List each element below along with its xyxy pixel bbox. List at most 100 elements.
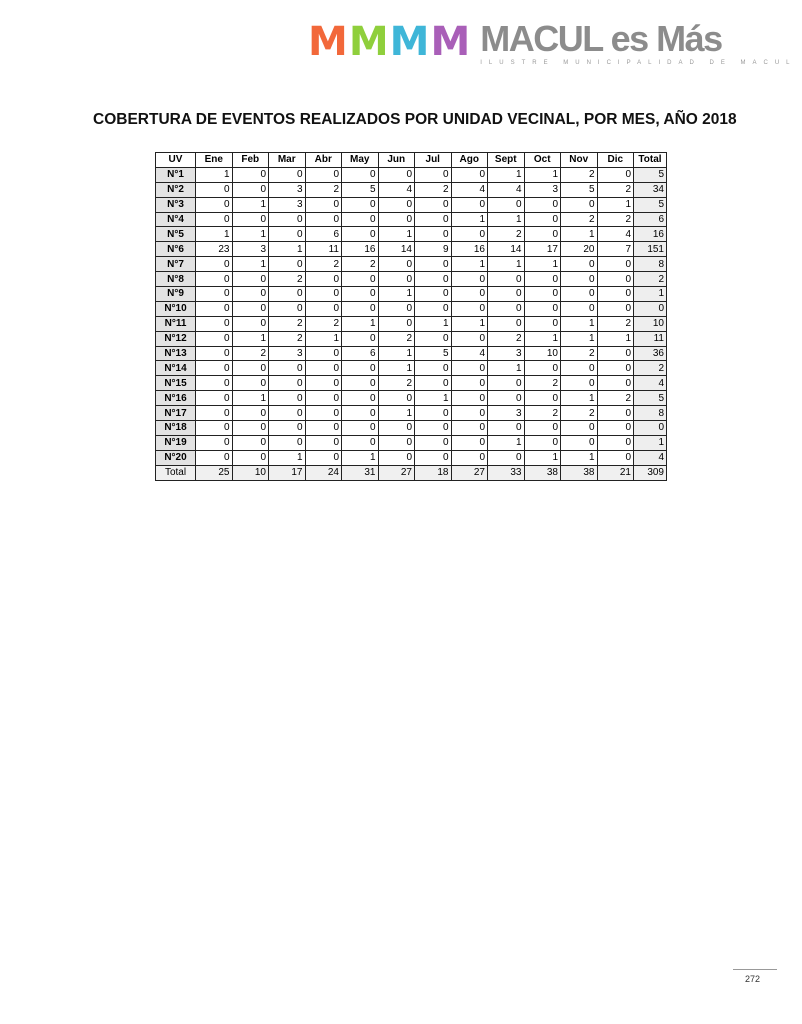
table-cell: 1 [560,390,598,407]
table-cell: 2 [596,390,634,407]
table-cell: 11 [304,241,342,258]
table-cell: 2 [414,181,452,198]
table-cell: 0 [195,375,233,392]
table-row: N°5 1 1 0 6 0 1 0 0 2 0 1 4 16 [155,226,667,243]
table-cell: 0 [487,300,525,317]
brand-name: MACUL es Más [480,18,723,59]
table-cell: 0 [195,271,233,288]
table-cell: 0 [523,226,561,243]
table-cell: 0 [304,375,342,392]
total-cell: 11 [633,330,667,347]
table-cell: 2 [268,330,306,347]
table-cell: 1 [450,315,488,332]
table-row: N°2 0 0 3 2 5 4 2 4 4 3 5 2 34 [155,181,667,198]
table-cell: 0 [596,449,634,466]
table-row: N°7 0 1 0 2 2 0 0 1 1 1 0 0 8 [155,256,667,273]
total-cell: 5 [633,390,667,407]
table-row: N°3 0 1 3 0 0 0 0 0 0 0 0 1 5 [155,196,667,213]
table-cell: 0 [304,449,342,466]
table-cell: 0 [487,196,525,213]
table-cell: 0 [414,211,452,228]
table-cell: 3 [268,345,306,362]
table-cell: 21 [596,464,634,481]
row-label: N°13 [155,345,196,362]
table-cell: 0 [341,375,379,392]
table-cell: 3 [268,181,306,198]
table-cell: 1 [523,256,561,273]
table-cell: 0 [523,390,561,407]
table-cell: 0 [231,181,269,198]
table-cell: 2 [596,211,634,228]
table-cell: 0 [377,271,415,288]
table-cell: 0 [523,286,561,302]
table-cell: 0 [304,360,342,377]
table-row: N°19 0 0 0 0 0 0 0 0 1 0 0 0 1 [155,434,667,451]
table-cell: 0 [341,330,379,347]
table-cell: 33 [487,464,525,481]
table-cell: 1 [560,330,598,347]
table-cell: 1 [231,390,269,407]
table-cell: 0 [414,434,452,451]
column-header: Ago [450,152,488,168]
table-cell: 25 [195,464,233,481]
table-cell: 0 [341,226,379,243]
row-label: N°1 [155,166,196,183]
table-cell: 1 [231,226,269,243]
table-cell: 1 [195,166,233,183]
table-cell: 0 [195,181,233,198]
table-cell: 0 [231,286,269,302]
table-cell: 1 [523,166,561,183]
table-row: N°6 23 3 1 11 16 14 9 16 14 17 20 7 151 [155,241,667,258]
table-cell: 3 [268,196,306,213]
total-cell: 0 [633,420,667,436]
table-cell: 0 [487,449,525,466]
row-label: N°2 [155,181,196,198]
table-cell: 0 [341,271,379,288]
table-cell: 1 [304,330,342,347]
total-cell: 4 [633,449,667,466]
total-cell: 36 [633,345,667,362]
table-cell: 0 [450,271,488,288]
table-cell: 0 [523,360,561,377]
table-cell: 1 [341,449,379,466]
table-row: N°15 0 0 0 0 0 2 0 0 0 2 0 0 4 [155,375,667,392]
table-cell: 23 [195,241,233,258]
table-cell: 0 [341,420,379,436]
table-header-row: UV Ene Feb Mar Abr May Jun Jul Ago Sept Oct Nov Dic T… [155,152,667,168]
table-cell: 4 [596,226,634,243]
table-cell: 27 [450,464,488,481]
table-cell: 0 [450,375,488,392]
table-cell: 17 [268,464,306,481]
table-cell: 1 [231,330,269,347]
total-cell: 6 [633,211,667,228]
total-cell: 10 [633,315,667,332]
table-cell: 2 [487,226,525,243]
total-cell: 34 [633,181,667,198]
column-header: Ene [195,152,233,168]
table-cell: 2 [304,315,342,332]
table-cell: 0 [487,420,525,436]
table-cell: 1 [414,315,452,332]
total-cell: 4 [633,375,667,392]
table-cell: 0 [596,405,634,422]
table-cell: 0 [377,390,415,407]
table-cell: 1 [523,330,561,347]
table-cell: 5 [560,181,598,198]
table-cell: 0 [341,405,379,422]
row-label: N°12 [155,330,196,347]
table-cell: 0 [414,226,452,243]
table-cell: 0 [195,405,233,422]
table-cell: 0 [596,271,634,288]
table-cell: 0 [341,166,379,183]
table-row: N°16 0 1 0 0 0 0 1 0 0 0 1 2 5 [155,390,667,407]
table-cell: 0 [414,271,452,288]
column-header: Nov [560,152,598,168]
table-cell: 0 [414,330,452,347]
table-row: N°11 0 0 2 2 1 0 1 1 0 0 1 2 10 [155,315,667,332]
table-cell: 2 [341,256,379,273]
table-row: N°20 0 0 1 0 1 0 0 0 0 1 1 0 4 [155,449,667,466]
table-cell: 2 [560,211,598,228]
table-cell: 14 [487,241,525,258]
table-cell: 1 [487,360,525,377]
